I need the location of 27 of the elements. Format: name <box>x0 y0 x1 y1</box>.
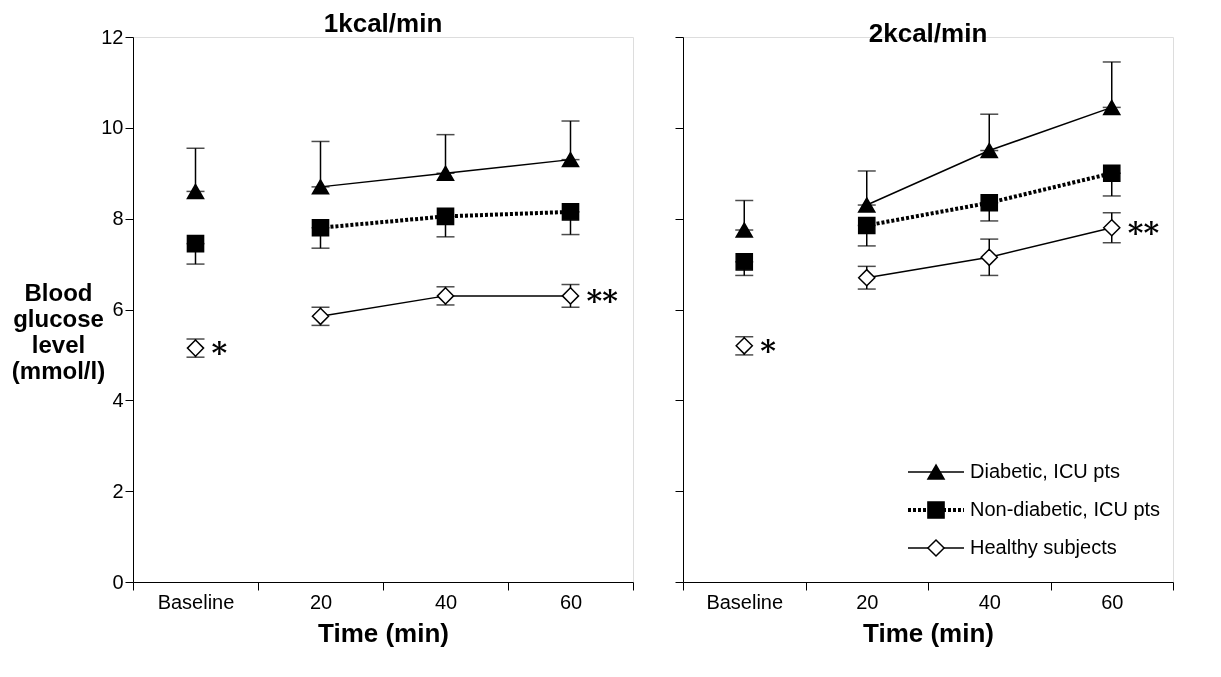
x-tick-label: 40 <box>978 590 1001 613</box>
annotation: * <box>760 332 777 368</box>
y-tick-label: 12 <box>101 25 124 48</box>
annotation: ** <box>586 282 619 318</box>
y-tick-label: 6 <box>112 298 124 320</box>
x-tick-label: Baseline <box>157 590 235 613</box>
y-tick-label: 2 <box>112 479 124 502</box>
x-tick-label: 60 <box>559 590 583 613</box>
y-axis-title: Blood glucose level (mmol/l) <box>11 278 106 384</box>
annotation: ** <box>1127 214 1160 250</box>
annotation: * <box>211 335 228 371</box>
chart-title: 1kcal/min <box>323 8 443 38</box>
y-tick-label: 0 <box>112 570 124 593</box>
legend-label: Diabetic, ICU pts <box>970 460 1121 482</box>
legend-label: Non-diabetic, ICU pts <box>970 498 1161 520</box>
y-tick-label: 8 <box>112 207 124 230</box>
legend-label: Healthy subjects <box>970 536 1117 558</box>
x-tick-label: Baseline <box>706 590 784 613</box>
x-tick-label: 20 <box>309 590 333 613</box>
x-axis-title: Time (min) <box>863 617 994 648</box>
x-tick-label: 60 <box>1101 590 1124 613</box>
x-tick-label: 20 <box>856 590 879 613</box>
y-tick-label: 4 <box>112 388 124 411</box>
x-tick-label: 40 <box>434 590 458 613</box>
y-tick-label: 10 <box>101 116 124 139</box>
chart-title: 2kcal/min <box>868 17 988 48</box>
x-axis-title: Time (min) <box>318 617 449 648</box>
